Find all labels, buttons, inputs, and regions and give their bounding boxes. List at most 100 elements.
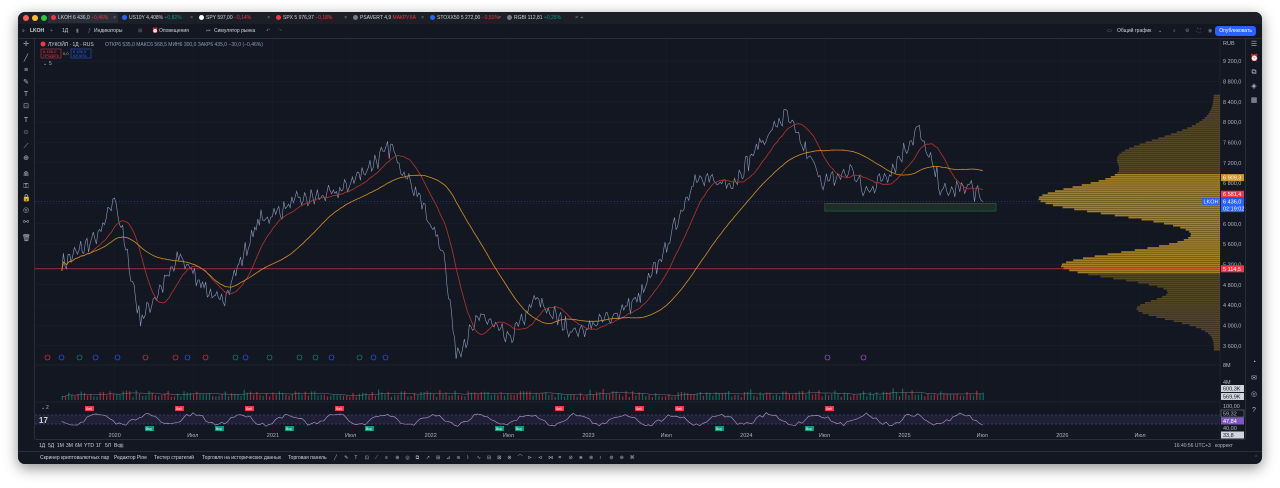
quick-tool-20-icon[interactable]: ⊲ <box>538 455 543 461</box>
sell-button[interactable] <box>40 48 62 59</box>
maximize-window-button[interactable] <box>41 15 47 21</box>
browser-tab-rgbi[interactable]: RGBI 112,81 +0,25% × <box>504 13 580 23</box>
buy-button[interactable] <box>70 48 92 59</box>
range-6[interactable]: 1Г <box>96 443 102 449</box>
close-tab-icon[interactable]: × <box>421 15 424 21</box>
currency-label[interactable]: RUB <box>1223 41 1235 47</box>
templates-icon[interactable]: ⊞ <box>138 28 143 34</box>
range-5[interactable]: YTD <box>84 443 94 449</box>
quick-tool-1-icon[interactable]: ✎ <box>344 455 349 461</box>
browser-tab-us10y[interactable]: US10Y 4,408% +0,82% × <box>119 13 195 23</box>
event-marker-icon[interactable] <box>184 354 191 361</box>
pattern-tool-icon[interactable]: ⊡ <box>23 103 29 110</box>
trash-icon[interactable]: 🗑 <box>22 235 31 242</box>
candle-style-icon[interactable]: ▮ <box>76 28 79 34</box>
event-marker-icon[interactable] <box>58 354 65 361</box>
interval-button[interactable]: 1Д <box>62 28 69 34</box>
event-marker-icon[interactable] <box>860 354 867 361</box>
support-zone[interactable] <box>824 203 997 212</box>
quick-tool-21-icon[interactable]: ⋈ <box>548 455 554 461</box>
ideas-icon[interactable]: ◔ <box>1251 359 1257 366</box>
bottom-tab-2[interactable]: Тестер стратегий <box>154 455 194 461</box>
quick-tool-15-icon[interactable]: ⊟ <box>487 455 492 461</box>
event-marker-icon[interactable] <box>242 354 249 361</box>
event-marker-icon[interactable] <box>142 354 149 361</box>
quick-tool-8-icon[interactable]: ⧉ <box>415 455 420 461</box>
replay-button[interactable]: Симулятор рынка <box>214 28 256 34</box>
quick-tool-3-icon[interactable]: ⊡ <box>364 455 369 461</box>
close-tab-icon[interactable]: × <box>344 15 347 21</box>
close-window-button[interactable] <box>23 15 29 21</box>
quick-tool-10-icon[interactable]: ⊞ <box>436 455 441 461</box>
quick-tool-2-icon[interactable]: T <box>354 455 358 461</box>
quick-tool-5-icon[interactable]: ≡ <box>385 455 388 461</box>
oscillator-collapse-icon[interactable]: ⌄ <box>41 405 45 411</box>
quick-tool-27-icon[interactable]: ⊚ <box>609 455 614 461</box>
range-4[interactable]: 6М <box>75 443 82 449</box>
quick-tool-12-icon[interactable]: ≋ <box>456 455 461 461</box>
data-window-icon[interactable]: ⧉ <box>1251 69 1257 76</box>
watchlist-icon[interactable]: ☰ <box>1250 41 1258 48</box>
publish-button[interactable]: Опубликовать <box>1215 26 1256 36</box>
lock-icon[interactable]: 🔒 <box>22 195 31 202</box>
quick-tool-26-icon[interactable]: ≀ <box>599 455 602 461</box>
bottom-tab-0[interactable]: Скринер криптовалютных пар <box>40 455 110 461</box>
browser-tab-stoxx50[interactable]: STOXX50 5 272,00 −0,51% × <box>427 13 503 23</box>
fullscreen-icon[interactable]: ⛶ <box>1197 28 1201 34</box>
quick-tool-22-icon[interactable]: ⌗ <box>558 455 562 461</box>
redo-icon[interactable]: ↷ <box>278 28 283 34</box>
event-marker-icon[interactable] <box>202 354 209 361</box>
text-tool-icon[interactable]: T <box>23 91 29 98</box>
event-marker-icon[interactable] <box>266 354 273 361</box>
indicators-button[interactable]: Индикаторы <box>94 28 123 34</box>
quick-tool-19-icon[interactable]: ⊳ <box>527 455 532 461</box>
quick-tool-9-icon[interactable]: ↗ <box>425 455 430 461</box>
event-marker-icon[interactable] <box>92 354 99 361</box>
range-1[interactable]: 5Д <box>48 443 55 449</box>
event-marker-icon[interactable] <box>76 354 83 361</box>
event-marker-icon[interactable] <box>296 354 303 361</box>
quick-tool-18-icon[interactable]: ⌒ <box>517 455 523 461</box>
close-tab-icon[interactable]: × <box>113 15 116 21</box>
magnet-icon[interactable]: ⋒ <box>23 171 29 178</box>
range-3[interactable]: 3М <box>66 443 73 449</box>
quick-tool-0-icon[interactable]: ╱ <box>334 455 338 461</box>
event-marker-icon[interactable] <box>114 354 121 361</box>
close-tab-icon[interactable]: × <box>190 15 193 21</box>
symbol-search-button[interactable]: LKOH <box>30 28 45 34</box>
calendar-icon[interactable]: ▦ <box>1250 97 1258 104</box>
quick-search-icon[interactable]: ⌕ <box>1173 28 1176 34</box>
quick-tool-23-icon[interactable]: ⊘ <box>568 455 573 461</box>
quick-tool-24-icon[interactable]: ⋇ <box>578 455 583 461</box>
event-marker-icon[interactable] <box>370 354 377 361</box>
add-symbol-icon[interactable]: + <box>50 28 53 34</box>
bottom-tab-3[interactable]: Торговля на исторических данных <box>202 455 282 461</box>
quick-tool-6-icon[interactable]: ⊕ <box>395 455 400 461</box>
adjust-toggle[interactable]: коррект <box>1215 443 1233 449</box>
range-8[interactable]: Все <box>114 443 123 449</box>
hotlists-icon[interactable]: ◈ <box>1251 83 1257 90</box>
alerts-button[interactable]: Оповещения <box>159 28 189 34</box>
zoom-icon[interactable]: ⊕ <box>23 155 29 162</box>
browser-tab-spx[interactable]: SPX 5 976,97 −0,18% × <box>273 13 349 23</box>
range-0[interactable]: 1Д <box>39 443 46 449</box>
event-marker-icon[interactable] <box>824 354 831 361</box>
minimize-window-button[interactable] <box>32 15 38 21</box>
ruler-icon[interactable]: ⟋ <box>23 143 29 150</box>
browser-tab-psavert[interactable]: PSAVERT 4,9 МАКРУХА × <box>350 13 426 23</box>
quick-tool-28-icon[interactable]: ⊜ <box>619 455 624 461</box>
collapse-panel-icon[interactable]: ⌃ <box>1254 455 1259 461</box>
link-icon[interactable]: ⚯ <box>23 219 29 226</box>
quick-tool-7-icon[interactable]: ◎ <box>405 455 410 461</box>
event-marker-icon[interactable] <box>44 354 51 361</box>
alerts-panel-icon[interactable]: ⏰ <box>1250 55 1259 62</box>
event-marker-icon[interactable] <box>172 354 179 361</box>
search-icon[interactable]: ⌕ <box>22 28 25 34</box>
price-axis[interactable] <box>1220 39 1245 439</box>
event-marker-icon[interactable] <box>382 354 389 361</box>
close-tab-icon[interactable]: × <box>267 15 270 21</box>
undo-icon[interactable]: ↶ <box>266 28 271 34</box>
close-tab-icon[interactable]: × <box>575 15 578 21</box>
legend-collapse-button[interactable]: ⌄ <box>43 61 47 67</box>
quick-tool-29-icon[interactable]: ⌘ <box>629 455 635 461</box>
